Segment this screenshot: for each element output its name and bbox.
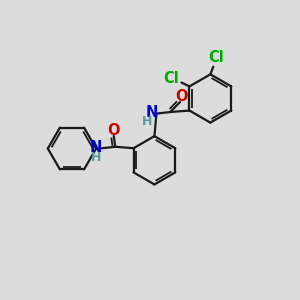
Text: Cl: Cl [208,50,224,65]
Text: N: N [90,140,102,154]
Text: Cl: Cl [163,71,179,86]
Text: O: O [175,89,188,104]
Text: O: O [107,123,120,138]
Text: H: H [142,115,152,128]
Text: N: N [146,105,158,120]
Text: H: H [91,151,101,164]
